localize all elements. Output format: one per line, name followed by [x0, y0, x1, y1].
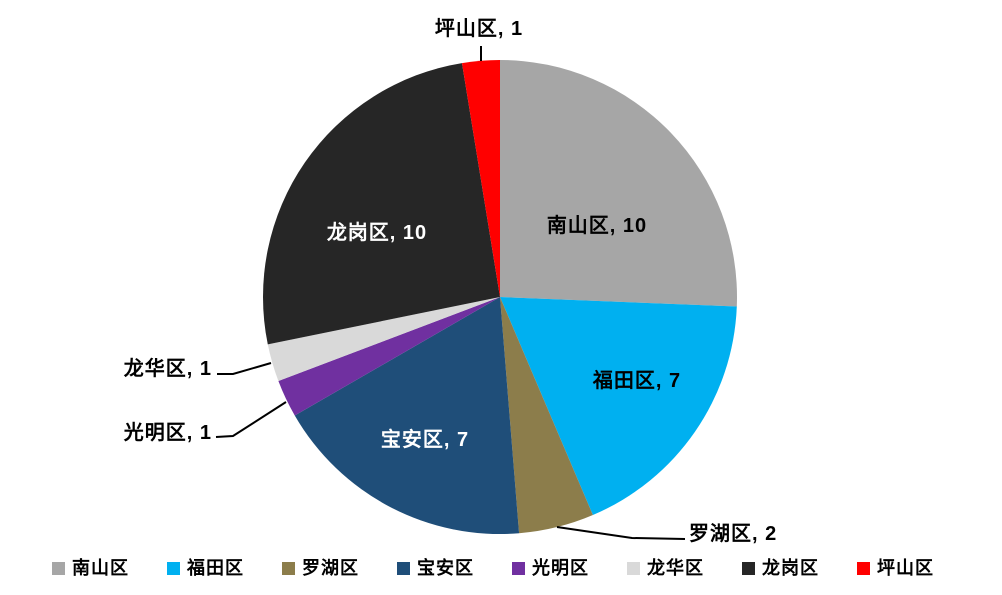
- pie-slice-nanshan[interactable]: [500, 60, 738, 307]
- legend-label-baoan: 宝安区: [417, 558, 474, 578]
- pie-slice-futian[interactable]: [500, 297, 737, 516]
- pie-slice-luohu[interactable]: [500, 297, 593, 534]
- pie-slice-longhua[interactable]: [267, 297, 500, 382]
- legend-item-longgang[interactable]: 龙岗区: [742, 559, 819, 577]
- data-label-longgang: 龙岗区, 10: [327, 220, 427, 244]
- data-label-luohu: 罗湖区, 2: [689, 522, 777, 545]
- pie-slice-pingshan[interactable]: [461, 60, 500, 297]
- pie-slice-guangming[interactable]: [278, 297, 500, 416]
- legend-item-baoan[interactable]: 宝安区: [397, 559, 474, 577]
- legend-swatch-nanshan: [52, 561, 65, 575]
- legend-item-pingshan[interactable]: 坪山区: [857, 559, 934, 577]
- legend-label-luohu: 罗湖区: [302, 558, 359, 578]
- pie-slice-longgang[interactable]: [262, 63, 500, 345]
- legend-swatch-pingshan: [857, 561, 870, 575]
- legend-item-luohu[interactable]: 罗湖区: [282, 559, 359, 577]
- legend-item-nanshan[interactable]: 南山区: [52, 559, 129, 577]
- legend-label-nanshan: 南山区: [72, 558, 129, 578]
- data-label-baoan: 宝安区, 7: [381, 427, 469, 451]
- legend-swatch-futian: [167, 561, 180, 575]
- data-label-guangming: 光明区, 1: [123, 421, 212, 444]
- leader-line-longhua: [217, 362, 272, 375]
- legend-label-guangming: 光明区: [532, 558, 589, 578]
- legend-item-guangming[interactable]: 光明区: [512, 559, 589, 577]
- legend-label-longgang: 龙岗区: [762, 558, 819, 578]
- legend-label-pingshan: 坪山区: [877, 558, 934, 578]
- legend-label-longhua: 龙华区: [647, 558, 704, 578]
- data-label-longhua: 龙华区, 1: [124, 356, 212, 380]
- legend-label-futian: 福田区: [187, 558, 244, 578]
- legend-swatch-longhua: [627, 561, 640, 575]
- pie-slice-baoan[interactable]: [294, 297, 520, 534]
- legend-swatch-longgang: [742, 561, 755, 575]
- chart-legend: 南山区 福田区 罗湖区 宝安区 光明区 龙华区 龙岗区 坪山区: [52, 559, 934, 577]
- legend-swatch-luohu: [282, 561, 295, 575]
- legend-item-longhua[interactable]: 龙华区: [627, 559, 704, 577]
- leader-line-guangming: [215, 401, 287, 438]
- data-label-pingshan: 坪山区, 1: [435, 17, 523, 40]
- data-label-futian: 福田区, 7: [592, 369, 681, 392]
- legend-swatch-guangming: [512, 561, 525, 575]
- data-label-nanshan: 南山区, 10: [547, 214, 647, 237]
- legend-swatch-baoan: [397, 561, 410, 575]
- leader-line-luohu: [556, 526, 686, 540]
- legend-item-futian[interactable]: 福田区: [167, 559, 244, 577]
